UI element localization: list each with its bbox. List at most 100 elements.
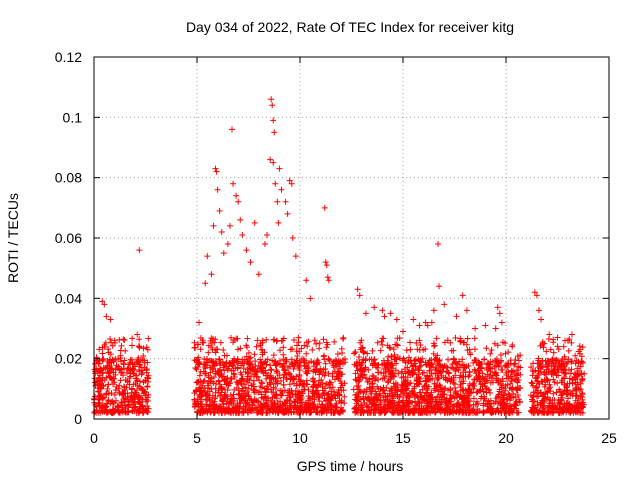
roti-point	[192, 365, 199, 372]
roti-point	[362, 310, 369, 317]
roti-point	[284, 210, 291, 217]
roti-point	[121, 337, 128, 344]
roti-point	[287, 346, 294, 353]
roti-point	[407, 346, 414, 353]
roti-point	[294, 353, 301, 360]
roti-point	[105, 349, 112, 356]
roti-point	[110, 400, 117, 407]
roti-point	[235, 198, 242, 205]
roti-point	[371, 304, 378, 311]
roti-point	[498, 319, 505, 326]
roti-point	[114, 403, 121, 410]
roti-point	[502, 350, 509, 357]
roti-point	[290, 337, 297, 344]
roti-point	[120, 396, 127, 403]
roti-point	[331, 368, 338, 375]
x-tick-labels: 0 5 10 15 20 25	[90, 430, 617, 446]
roti-point	[472, 325, 479, 332]
roti-point	[205, 349, 212, 356]
roti-point	[145, 372, 152, 379]
roti-point	[108, 366, 115, 373]
roti-point	[208, 271, 215, 278]
roti-point	[233, 192, 240, 199]
roti-point	[430, 343, 437, 350]
roti-point	[220, 250, 227, 257]
roti-point	[430, 307, 437, 314]
roti-point	[118, 408, 125, 415]
roti-point	[124, 365, 131, 372]
roti-point	[213, 168, 220, 175]
roti-point	[197, 346, 204, 353]
roti-point	[320, 336, 327, 343]
roti-point	[255, 271, 262, 278]
roti-point	[224, 352, 231, 359]
roti-point	[268, 375, 275, 382]
roti-point	[304, 343, 311, 350]
roti-point	[229, 126, 236, 133]
roti-point	[509, 343, 516, 350]
roti-point	[303, 277, 310, 284]
roti-point	[258, 379, 265, 386]
roti-point	[274, 198, 281, 205]
roti-point	[471, 346, 478, 353]
roti-point	[288, 387, 295, 394]
roti-point	[223, 393, 230, 400]
roti-point	[326, 356, 333, 363]
roti-point	[247, 259, 254, 266]
roti-point	[377, 347, 384, 354]
roti-point	[110, 380, 117, 387]
roti-point	[124, 393, 131, 400]
roti-point	[212, 165, 219, 172]
roti-point	[100, 408, 107, 415]
roti-point	[275, 219, 282, 226]
roti-point	[565, 347, 572, 354]
roti-point	[201, 377, 208, 384]
roti-point	[298, 345, 305, 352]
roti-point	[280, 351, 287, 358]
roti-point	[122, 347, 129, 354]
roti-point	[144, 403, 151, 410]
roti-point	[118, 369, 125, 376]
roti-point	[230, 409, 237, 416]
roti-point	[129, 335, 136, 342]
roti-point	[324, 407, 331, 414]
roti-point	[369, 347, 376, 354]
roti-point	[120, 361, 127, 368]
roti-point	[515, 357, 522, 364]
x-tick-label: 5	[193, 430, 201, 446]
roti-point	[234, 364, 241, 371]
roti-point	[103, 409, 110, 416]
roti-point	[249, 364, 256, 371]
roti-point	[463, 307, 470, 314]
roti-point	[134, 358, 141, 365]
roti-point	[97, 366, 104, 373]
roti-point	[496, 310, 503, 317]
roti-point	[264, 231, 271, 238]
roti-point	[204, 253, 211, 260]
x-tick-label: 10	[292, 430, 308, 446]
roti-point	[394, 342, 401, 349]
roti-point	[135, 354, 142, 361]
roti-point	[379, 307, 386, 314]
roti-point	[106, 373, 113, 380]
roti-point	[403, 347, 410, 354]
roti-point	[230, 367, 237, 374]
roti-point	[144, 409, 151, 416]
roti-point	[290, 365, 297, 372]
roti-point	[356, 292, 363, 299]
roti-point	[293, 342, 300, 349]
roti-point	[568, 331, 575, 338]
roti-point	[554, 343, 561, 350]
roti-point	[108, 376, 115, 383]
roti-point	[108, 365, 115, 372]
roti-point	[280, 344, 287, 351]
roti-point	[240, 387, 247, 394]
roti-point	[140, 379, 147, 386]
roti-point	[144, 397, 151, 404]
roti-point	[388, 353, 395, 360]
roti-point	[120, 336, 127, 343]
roti-point	[491, 340, 498, 347]
roti-point	[109, 398, 116, 405]
roti-point	[550, 376, 557, 383]
